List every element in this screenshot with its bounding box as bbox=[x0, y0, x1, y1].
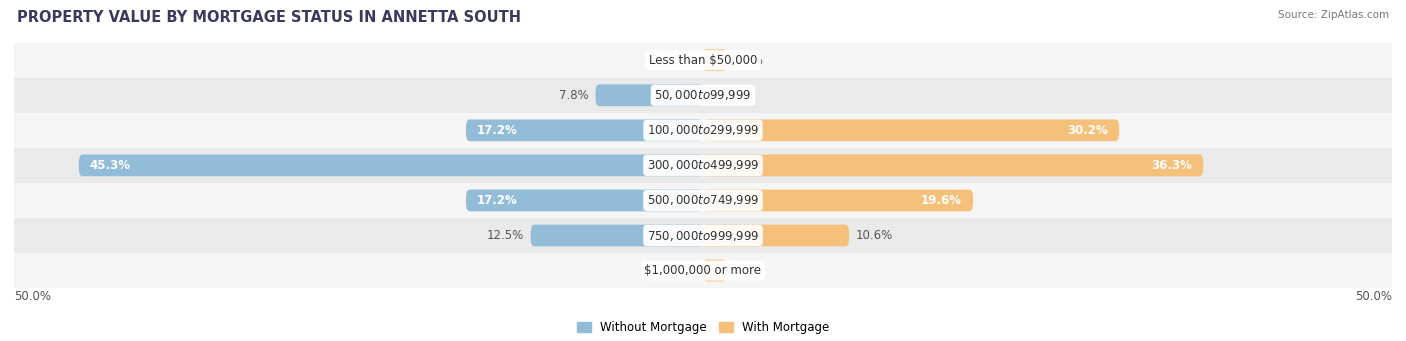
FancyBboxPatch shape bbox=[703, 225, 849, 247]
Text: PROPERTY VALUE BY MORTGAGE STATUS IN ANNETTA SOUTH: PROPERTY VALUE BY MORTGAGE STATUS IN ANN… bbox=[17, 10, 520, 25]
Text: 17.2%: 17.2% bbox=[477, 124, 517, 137]
Text: 1.7%: 1.7% bbox=[734, 264, 763, 277]
FancyBboxPatch shape bbox=[703, 49, 727, 71]
Text: 10.6%: 10.6% bbox=[856, 229, 893, 242]
Legend: Without Mortgage, With Mortgage: Without Mortgage, With Mortgage bbox=[572, 316, 834, 339]
Bar bbox=[14, 218, 1392, 253]
Text: 45.3%: 45.3% bbox=[90, 159, 131, 172]
Text: Source: ZipAtlas.com: Source: ZipAtlas.com bbox=[1278, 10, 1389, 20]
Bar bbox=[14, 183, 1392, 218]
Text: 50.0%: 50.0% bbox=[14, 290, 51, 303]
Text: $1,000,000 or more: $1,000,000 or more bbox=[644, 264, 762, 277]
FancyBboxPatch shape bbox=[703, 119, 1119, 141]
Text: 30.2%: 30.2% bbox=[1067, 124, 1108, 137]
Text: 17.2%: 17.2% bbox=[477, 194, 517, 207]
FancyBboxPatch shape bbox=[703, 190, 973, 211]
Text: 50.0%: 50.0% bbox=[1355, 290, 1392, 303]
Bar bbox=[14, 148, 1392, 183]
Text: 36.3%: 36.3% bbox=[1152, 159, 1192, 172]
FancyBboxPatch shape bbox=[703, 260, 727, 281]
Text: 19.6%: 19.6% bbox=[921, 194, 962, 207]
FancyBboxPatch shape bbox=[79, 154, 703, 176]
Bar bbox=[14, 78, 1392, 113]
Text: $50,000 to $99,999: $50,000 to $99,999 bbox=[654, 88, 752, 102]
Text: 0.0%: 0.0% bbox=[666, 54, 696, 67]
Text: $300,000 to $499,999: $300,000 to $499,999 bbox=[647, 158, 759, 173]
Text: Less than $50,000: Less than $50,000 bbox=[648, 54, 758, 67]
Text: 0.0%: 0.0% bbox=[710, 89, 740, 102]
FancyBboxPatch shape bbox=[531, 225, 703, 247]
Text: 7.8%: 7.8% bbox=[560, 89, 589, 102]
Text: 0.0%: 0.0% bbox=[666, 264, 696, 277]
Bar bbox=[14, 113, 1392, 148]
Text: $100,000 to $299,999: $100,000 to $299,999 bbox=[647, 123, 759, 137]
FancyBboxPatch shape bbox=[465, 190, 703, 211]
FancyBboxPatch shape bbox=[596, 84, 703, 106]
Text: $500,000 to $749,999: $500,000 to $749,999 bbox=[647, 193, 759, 207]
FancyBboxPatch shape bbox=[465, 119, 703, 141]
Bar bbox=[14, 43, 1392, 78]
FancyBboxPatch shape bbox=[703, 154, 1204, 176]
Bar bbox=[14, 253, 1392, 288]
Text: 1.7%: 1.7% bbox=[734, 54, 763, 67]
Text: $750,000 to $999,999: $750,000 to $999,999 bbox=[647, 228, 759, 242]
Text: 12.5%: 12.5% bbox=[486, 229, 524, 242]
